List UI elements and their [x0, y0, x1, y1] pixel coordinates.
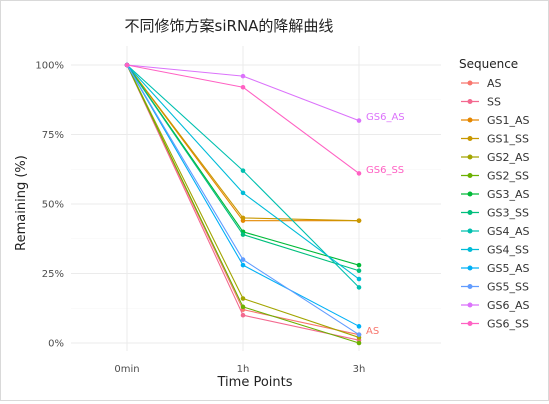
- legend-label: SS: [487, 96, 501, 109]
- data-point: [240, 262, 246, 268]
- y-tick-label: 75%: [42, 130, 64, 141]
- legend-label: GS2_SS: [487, 170, 529, 183]
- y-tick-label: 50%: [42, 200, 64, 211]
- legend-title: Sequence: [459, 57, 518, 71]
- data-point: [356, 332, 362, 337]
- legend-item: GS3_SS: [461, 207, 529, 220]
- legend-item: GS5_SS: [461, 281, 529, 294]
- data-point: [240, 296, 246, 301]
- data-point: [356, 118, 362, 123]
- chart-title: 不同修饰方案siRNA的降解曲线: [125, 17, 334, 35]
- data-point: [240, 84, 246, 90]
- legend-item: GS1_AS: [461, 114, 530, 127]
- legend-label: GS3_SS: [487, 207, 529, 220]
- data-point: [356, 340, 362, 346]
- legend-item: GS3_AS: [461, 188, 530, 201]
- data-point: [240, 73, 246, 79]
- legend-items: AS SS GS1_AS GS1_SS GS2_AS GS2_SS GS3_AS GS3_SS…: [461, 77, 530, 331]
- legend-item: GS6_SS: [461, 318, 529, 331]
- legend-key-point: [467, 321, 473, 326]
- legend-item: GS2_AS: [461, 151, 530, 164]
- data-point: [240, 312, 246, 318]
- point-annotation: AS: [366, 326, 379, 337]
- point-annotation: GS6_SS: [366, 165, 404, 176]
- x-tick-label: 1h: [237, 364, 250, 375]
- legend-label: GS6_SS: [487, 318, 529, 331]
- legend-label: GS3_AS: [487, 188, 530, 201]
- annotation-layer: GS6_AS GS6_SS AS: [366, 112, 405, 337]
- data-point: [124, 62, 130, 68]
- data-point: [240, 215, 246, 221]
- data-point: [240, 232, 246, 237]
- data-point: [356, 171, 362, 176]
- data-point: [240, 190, 246, 196]
- y-axis-title: Remaining (%): [14, 155, 29, 251]
- series-gs6-ss: [124, 62, 362, 176]
- point-annotation: GS6_AS: [366, 112, 405, 123]
- y-tick-label: 0%: [48, 339, 64, 350]
- legend-key-point: [467, 265, 473, 271]
- legend-key-point: [467, 99, 473, 104]
- legend-key-point: [467, 154, 473, 160]
- series-layer: [124, 62, 362, 346]
- legend-item: SS: [461, 96, 501, 109]
- legend-key-point: [467, 284, 473, 289]
- legend-item: GS6_AS: [461, 299, 530, 312]
- data-point: [356, 268, 362, 274]
- grid: [71, 46, 441, 351]
- legend-label: AS: [487, 77, 502, 90]
- data-point: [356, 262, 362, 268]
- y-tick-label: 100%: [35, 61, 64, 72]
- legend-label: GS1_AS: [487, 114, 530, 127]
- data-point: [240, 257, 246, 262]
- legend-label: GS4_AS: [487, 225, 530, 238]
- legend-key-point: [467, 228, 473, 234]
- legend-key-point: [467, 80, 473, 86]
- data-point: [240, 304, 246, 310]
- data-point: [356, 218, 362, 223]
- y-tick-label: 25%: [42, 269, 64, 280]
- legend-key-point: [467, 247, 473, 252]
- legend-label: GS1_SS: [487, 133, 529, 146]
- legend-key-point: [467, 136, 473, 141]
- legend-key-point: [467, 117, 473, 123]
- legend-item: AS: [461, 77, 502, 90]
- legend-label: GS5_AS: [487, 262, 530, 275]
- legend-item: GS5_AS: [461, 262, 530, 275]
- legend: Sequence AS SS GS1_AS GS1_SS GS2_AS GS2_SS GS3…: [459, 57, 530, 331]
- legend-item: GS4_SS: [461, 244, 529, 257]
- x-tick-label: 0min: [114, 364, 139, 375]
- legend-item: GS1_SS: [461, 133, 529, 146]
- data-point: [356, 276, 362, 282]
- data-point: [240, 168, 246, 173]
- legend-label: GS6_AS: [487, 299, 530, 312]
- legend-key-point: [467, 210, 473, 215]
- y-axis-ticks: 0% 25% 50% 75% 100%: [35, 61, 64, 350]
- x-tick-label: 3h: [353, 364, 366, 375]
- data-point: [356, 324, 362, 329]
- legend-item: GS2_SS: [461, 170, 529, 183]
- data-point: [356, 285, 362, 290]
- legend-item: GS4_AS: [461, 225, 530, 238]
- legend-label: GS5_SS: [487, 281, 529, 294]
- legend-key-point: [467, 173, 473, 178]
- legend-label: GS4_SS: [487, 244, 529, 257]
- legend-key-point: [467, 191, 473, 197]
- x-axis-title: Time Points: [217, 375, 293, 390]
- legend-label: GS2_AS: [487, 151, 530, 164]
- legend-key-point: [467, 302, 473, 308]
- x-axis-ticks: 0min 1h 3h: [114, 364, 365, 375]
